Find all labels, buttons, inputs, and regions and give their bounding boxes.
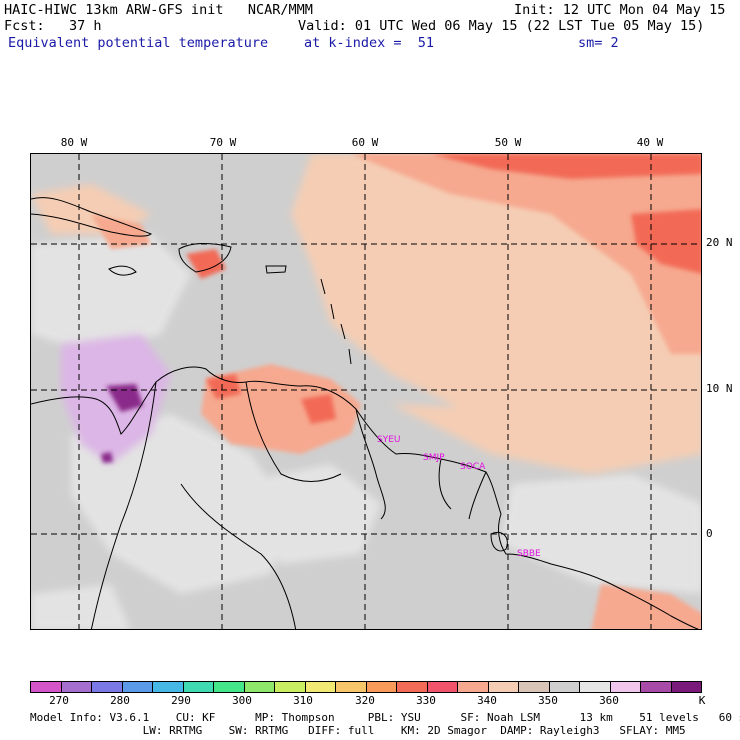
model-title: HAIC-HIWC 13km ARW-GFS init NCAR/MMM [4, 2, 313, 18]
colorbar-segment [92, 682, 123, 692]
lat-lon-grid [31, 154, 701, 629]
colorbar-segment [519, 682, 550, 692]
colorbar-tick-330: 330 [416, 694, 436, 707]
smoothing-label: sm= 2 [578, 35, 619, 51]
field-purple [101, 384, 143, 463]
colorbar-segment [488, 682, 519, 692]
colorbar-segment [244, 682, 275, 692]
colorbar-tick-310: 310 [293, 694, 313, 707]
station-sbbe: SBBE [517, 549, 541, 559]
theta-e-map: SYEU SMJP SOCA SBBE [31, 154, 701, 629]
colorbar-tick-270: 270 [49, 694, 69, 707]
field-salmon [91, 154, 701, 629]
colorbar-tick-360: 360 [599, 694, 619, 707]
field-name: Equivalent potential temperature [8, 35, 269, 51]
lon-label-80w: 80 W [60, 136, 88, 149]
valid-time: Valid: 01 UTC Wed 06 May 15 (22 LST Tue … [298, 18, 705, 34]
field-red [186, 154, 701, 424]
colorbar-segment [61, 682, 92, 692]
colorbar-unit: K [698, 694, 706, 707]
colorbar-segment [458, 682, 489, 692]
colorbar-segment [122, 682, 153, 692]
colorbar-segment [549, 682, 580, 692]
forecast-hour: Fcst: 37 h [4, 18, 102, 34]
colorbar-segment [305, 682, 336, 692]
coastlines [31, 197, 699, 629]
colorbar-segment [336, 682, 367, 692]
lon-label-40w: 40 W [636, 136, 664, 149]
colorbar-segment [214, 682, 245, 692]
model-info-line1: Model Info: V3.6.1 CU: KF MP: Thompson P… [30, 711, 740, 724]
map-panel: SYEU SMJP SOCA SBBE [30, 153, 702, 630]
init-time: Init: 12 UTC Mon 04 May 15 [514, 2, 726, 18]
colorbar-segment [397, 682, 428, 692]
colorbar-tick-280: 280 [110, 694, 130, 707]
k-index-label: at k-index = 51 [304, 35, 435, 51]
colorbar-segment [580, 682, 611, 692]
colorbar-tick-340: 340 [477, 694, 497, 707]
colorbar-tick-290: 290 [171, 694, 191, 707]
colorbar-segment [31, 682, 62, 692]
colorbar-tick-350: 350 [538, 694, 558, 707]
station-soca: SOCA [460, 462, 486, 472]
colorbar-segment [610, 682, 641, 692]
colorbar-segment [427, 682, 458, 692]
colorbar-segment [641, 682, 672, 692]
colorbar-segment [366, 682, 397, 692]
colorbar-segment [671, 682, 701, 692]
colorbar-segment [275, 682, 306, 692]
station-smjp: SMJP [423, 453, 445, 463]
lon-label-60w: 60 W [351, 136, 379, 149]
colorbar [30, 681, 702, 693]
colorbar-tick-300: 300 [232, 694, 252, 707]
lat-label-20n: 20 N [706, 236, 733, 249]
colorbar-segment [153, 682, 184, 692]
field-light-gray [31, 234, 701, 629]
model-info-line2: LW: RRTMG SW: RRTMG DIFF: full KM: 2D Sm… [30, 724, 686, 737]
colorbar-segment [183, 682, 214, 692]
lon-label-50w: 50 W [494, 136, 522, 149]
lat-label-0: 0 [706, 527, 713, 540]
station-syeu: SYEU [377, 435, 400, 445]
lat-label-10n: 10 N [706, 382, 733, 395]
lon-label-70w: 70 W [209, 136, 237, 149]
colorbar-tick-320: 320 [355, 694, 375, 707]
